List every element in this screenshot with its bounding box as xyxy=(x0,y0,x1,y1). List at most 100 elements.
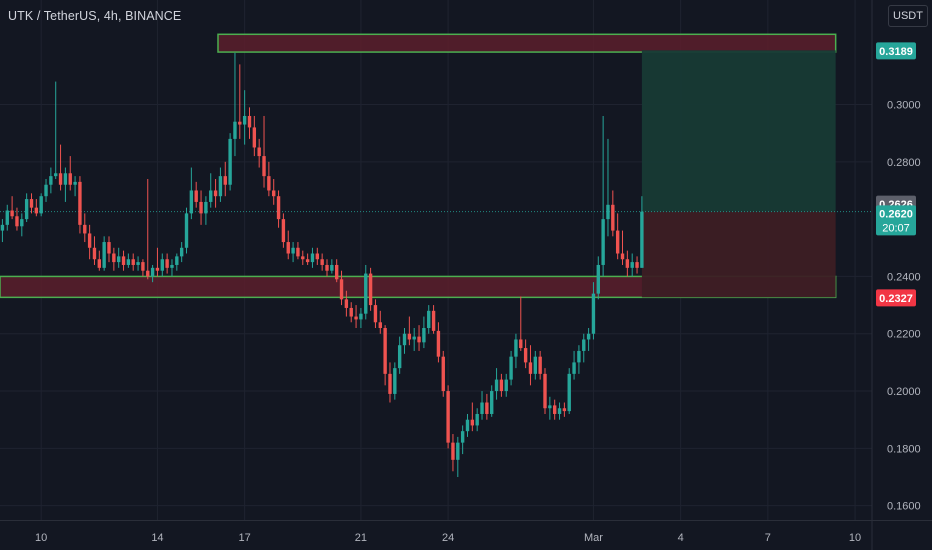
candle-body xyxy=(204,201,208,214)
candle-body xyxy=(562,408,567,412)
candle-body xyxy=(596,264,600,294)
candle-body xyxy=(364,273,368,314)
candle-body xyxy=(276,196,281,220)
candle-body xyxy=(412,336,416,340)
y-tick-label: 0.2000 xyxy=(887,386,921,398)
candle-body xyxy=(296,247,300,257)
candle-body xyxy=(126,259,131,265)
candle-body xyxy=(73,181,77,185)
candle-body xyxy=(620,253,625,260)
candle-body xyxy=(272,190,276,197)
candle-body xyxy=(586,333,591,340)
candle-body xyxy=(494,379,499,392)
candle-body xyxy=(83,224,87,234)
candle-body xyxy=(460,431,465,443)
candle-body xyxy=(242,115,247,125)
candle-body xyxy=(422,328,426,343)
price-tag-label: 0.2620 xyxy=(879,208,913,220)
candle-body xyxy=(228,138,232,185)
candle-body xyxy=(393,368,397,394)
candle-body xyxy=(150,267,155,277)
candle-body xyxy=(548,405,552,409)
candle-body xyxy=(305,259,310,263)
candle-body xyxy=(470,419,475,426)
candle-body xyxy=(446,391,450,443)
candle-body xyxy=(572,362,576,374)
candle-body xyxy=(519,339,523,349)
candle-body xyxy=(87,233,92,248)
candle-body xyxy=(199,201,203,214)
x-tick-label: 10 xyxy=(35,532,47,544)
candle-body xyxy=(141,262,145,271)
candle-body xyxy=(601,219,605,265)
candle-body xyxy=(34,207,39,214)
candle-body xyxy=(20,219,24,227)
candle-body xyxy=(344,299,349,308)
candle-body xyxy=(136,262,140,265)
candle-body xyxy=(640,211,644,268)
y-tick-label: 0.3000 xyxy=(887,100,921,112)
long-position-tool[interactable] xyxy=(0,50,872,298)
candle-body xyxy=(247,115,252,128)
candle-body xyxy=(112,253,116,263)
price-axis[interactable]: 0.1600 0.1800 0.2000 0.2200 0.2400 0.2800 0.30… xyxy=(871,0,921,550)
candle-body xyxy=(523,348,528,363)
y-tick-label: 0.1800 xyxy=(887,443,921,455)
candle-body xyxy=(315,253,320,260)
x-tick-label: 10 xyxy=(849,532,861,544)
candle-body xyxy=(49,176,53,185)
candle-body xyxy=(233,121,237,139)
candle-body xyxy=(63,173,68,185)
candle-body xyxy=(179,247,184,257)
candle-body xyxy=(451,442,455,460)
candle-body xyxy=(368,273,373,306)
candle-body xyxy=(175,256,179,265)
candle-body xyxy=(291,247,295,254)
candle-body xyxy=(611,204,615,231)
candle-body xyxy=(281,219,286,243)
candle-body xyxy=(10,210,14,217)
y-tick-label: 0.2400 xyxy=(887,271,921,283)
time-axis[interactable]: 10 14 17 21 24 Mar 4 7 10 xyxy=(0,520,932,545)
candle-body xyxy=(194,190,198,202)
candle-body xyxy=(286,242,290,254)
candle-body xyxy=(78,181,82,225)
candle-body xyxy=(577,350,581,363)
candle-body xyxy=(630,262,634,268)
candle-body xyxy=(29,199,34,208)
candle-body xyxy=(257,147,261,157)
candle-body xyxy=(359,313,363,320)
candle-body xyxy=(397,345,402,369)
candle-body xyxy=(267,176,271,191)
zones xyxy=(0,33,837,299)
stop-area xyxy=(641,211,836,298)
candle-body xyxy=(465,419,470,432)
candle-body xyxy=(475,413,479,426)
price-tag-label: 0.2327 xyxy=(879,293,913,305)
candle-body xyxy=(538,356,542,374)
candle-body xyxy=(155,267,160,271)
candle-body xyxy=(107,242,111,254)
candle-body xyxy=(533,356,538,374)
candle-body xyxy=(606,204,610,220)
candle-body xyxy=(490,391,494,414)
currency-button[interactable]: USDT xyxy=(888,5,928,27)
candle-body xyxy=(485,402,489,414)
candle-body xyxy=(334,264,339,280)
candle-body xyxy=(146,270,150,277)
price-tag-bg xyxy=(876,205,916,236)
candle-body xyxy=(567,373,571,412)
candle-body xyxy=(456,442,460,460)
resistance-zone xyxy=(217,33,837,53)
candle-body xyxy=(591,293,596,334)
x-tick-label: 4 xyxy=(678,532,684,544)
candle-body xyxy=(310,253,315,263)
candle-body xyxy=(238,121,242,125)
candle-body xyxy=(0,224,5,231)
candle-body xyxy=(528,362,533,374)
price-tag-label: 0.3189 xyxy=(879,46,913,58)
candle-body xyxy=(121,256,126,265)
candle-body xyxy=(349,307,353,317)
